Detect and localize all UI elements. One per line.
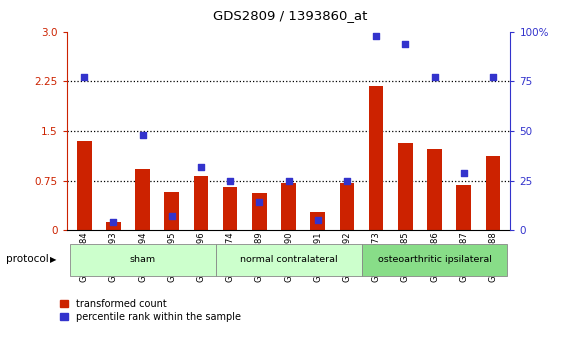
Bar (252, 193, 267, 230)
Point (430, 75, 439, 80)
Point (138, 132, 147, 138)
Point (284, 178, 293, 183)
Point (109, 219, 118, 225)
Bar (456, 185, 471, 230)
Point (79, 75, 89, 80)
Text: ▶: ▶ (50, 255, 57, 264)
Point (488, 75, 498, 80)
Bar (77, 141, 92, 230)
Text: sham: sham (129, 255, 155, 264)
FancyBboxPatch shape (361, 244, 508, 276)
FancyBboxPatch shape (70, 244, 216, 276)
Bar (485, 156, 500, 230)
Bar (135, 169, 150, 230)
Bar (369, 86, 383, 230)
Point (226, 178, 235, 183)
Bar (106, 222, 121, 230)
Legend: transformed count, percentile rank within the sample: transformed count, percentile rank withi… (60, 299, 241, 321)
Point (459, 170, 468, 176)
Bar (165, 192, 179, 230)
Point (342, 178, 351, 183)
Bar (310, 212, 325, 230)
Bar (340, 183, 354, 230)
Point (371, 33, 380, 39)
Bar (398, 143, 412, 230)
Point (313, 217, 322, 223)
Bar (223, 187, 237, 230)
Point (167, 213, 176, 219)
Text: normal contralateral: normal contralateral (240, 255, 338, 264)
Text: protocol: protocol (6, 255, 49, 264)
Point (255, 200, 264, 205)
FancyBboxPatch shape (216, 244, 361, 276)
Point (197, 164, 206, 170)
Text: GDS2809 / 1393860_at: GDS2809 / 1393860_at (213, 9, 367, 22)
Bar (427, 149, 442, 230)
Bar (194, 176, 208, 230)
Bar (281, 183, 296, 230)
Text: osteoarthritic ipsilateral: osteoarthritic ipsilateral (378, 255, 491, 264)
Point (401, 41, 410, 47)
